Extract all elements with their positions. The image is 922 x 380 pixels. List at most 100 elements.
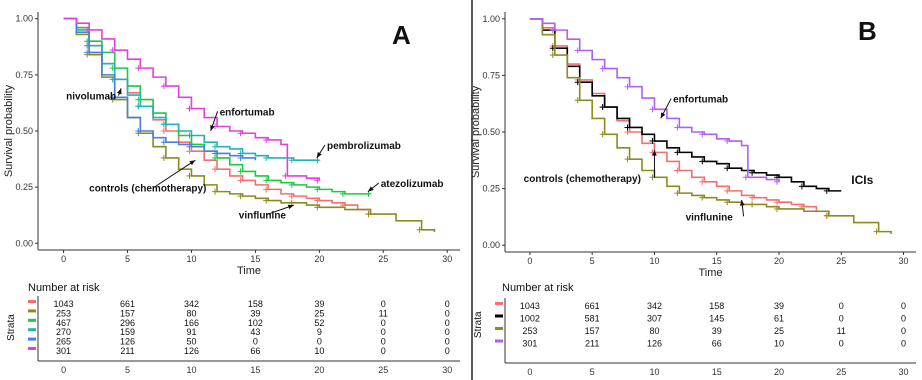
panel-b-risk-cell: 253 — [522, 326, 537, 336]
panel-a-risk-cell: 0 — [445, 337, 450, 347]
panel-b-series-3-censor-mark — [742, 174, 749, 181]
panel-b-series-0-censor-mark — [774, 199, 780, 206]
panel-b-series-2-curve — [529, 17, 892, 234]
panel-b-annotation-arrowhead — [660, 112, 666, 119]
panel-a-y-tick-label: 1.00 — [15, 14, 33, 24]
panel-b-risk-cell: 301 — [522, 339, 537, 349]
panel-b-series-3-censor-mark — [724, 138, 731, 145]
panel-b-x-tick-label: 30 — [899, 256, 909, 266]
panel-a-risk-cell: 126 — [120, 337, 135, 347]
panel-a-series-0-censor-mark — [288, 193, 295, 200]
panel-a-annotation-arrowhead — [367, 186, 374, 192]
panel-b-x-axis-title: Time — [698, 267, 722, 279]
panel-b-annotation-label: vinflunine — [686, 212, 734, 223]
panel-b-series-2-censor-mark — [724, 199, 731, 206]
panel-b-risk-cell: 581 — [585, 314, 600, 324]
panel-a-series-1-censor-mark — [160, 154, 167, 161]
panel-a-risk-x-tick-label: 0 — [61, 365, 66, 375]
panel-a-x-tick-label: 15 — [250, 254, 260, 264]
panel-a-risk-cell: 0 — [381, 346, 386, 356]
panel-a-series-3-censor-mark — [212, 143, 219, 150]
panel-b-risk-cell: 211 — [585, 339, 599, 349]
panel-a-risk-cell: 265 — [56, 337, 71, 347]
panel-b-risk-cell: 0 — [901, 314, 906, 324]
panel-a-series-5-censor-mark — [186, 105, 193, 112]
panel-a-risk-cell: 50 — [186, 337, 196, 347]
panel-b-risk-cell: 157 — [585, 326, 600, 336]
panel-a-series-2-censor-mark — [263, 177, 270, 184]
panel-a-risk-cell: 11 — [379, 308, 388, 318]
panel-a-x-tick-label: 20 — [314, 254, 324, 264]
panel-a-series-5-censor-mark — [263, 136, 270, 143]
panel-b-y-tick-label: 0.50 — [482, 127, 500, 137]
panel-a-annotation-label: controls (chemotherapy) — [89, 184, 206, 195]
panel-b-annotation-label: controls (chemotherapy) — [524, 174, 641, 185]
panel-b-risk-row-swatch — [495, 302, 503, 305]
panel-a-x-axis-title: Time — [237, 265, 261, 277]
panel-a-series-1-censor-mark — [186, 172, 193, 179]
panel-a-series-3-censor-mark — [288, 157, 295, 164]
panel-b-series-2-censor-mark — [599, 131, 606, 138]
panel-a-series-1-censor-mark — [263, 197, 270, 204]
panel-a-annotation-arrowhead — [117, 88, 122, 95]
panel-a-risk-cell: 0 — [253, 337, 258, 347]
panel-a-series-3-censor-mark — [160, 121, 167, 128]
panel-b-risk-row-swatch — [495, 327, 503, 330]
panel-a-risk-cell: 0 — [445, 299, 450, 309]
panel-b-y-tick-label: 0.00 — [482, 240, 500, 250]
panel-a-x-tick-label: 5 — [125, 254, 130, 264]
panel-a-risk-cell: 211 — [120, 346, 134, 356]
panel-a-letter: A — [392, 20, 411, 50]
panel-a-risk-cell: 467 — [56, 318, 71, 328]
panel-a-annotation-label: atezolizumab — [381, 179, 444, 190]
panel-b-series-2-censor-mark — [699, 194, 706, 201]
panel-a-risk-cell: 43 — [250, 327, 260, 337]
panel-b-risk-cell: 307 — [647, 314, 662, 324]
panel-b-risk-x-tick-label: 20 — [774, 367, 784, 377]
panel-b-risk-cell: 0 — [901, 326, 906, 336]
panel-a-risk-cell: 166 — [184, 318, 199, 328]
panel-b-y-tick-label: 0.75 — [482, 70, 500, 80]
panel-a-annotation-arrowhead — [189, 160, 196, 166]
panel-b-risk-x-tick-label: 15 — [712, 367, 722, 377]
panel-b-risk-x-tick-label: 0 — [527, 367, 532, 377]
panel-a-risk-x-tick-label: 20 — [314, 365, 324, 375]
panel-a-risk-cell: 0 — [317, 337, 322, 347]
panel-b-series-1-censor-mark — [599, 104, 606, 111]
panel-a-strata-label: Strata — [6, 314, 17, 341]
panel-a-risk-cell: 159 — [120, 327, 135, 337]
panel-a-risk-x-tick-label: 5 — [125, 365, 130, 375]
panel-b-series-3-censor-mark — [574, 47, 581, 54]
panel-a-series-5-censor-mark — [314, 177, 321, 184]
panel-b-series-3-censor-mark — [624, 83, 631, 90]
panel-a-x-tick-label: 0 — [61, 254, 66, 264]
panel-a-risk-cell: 296 — [120, 318, 135, 328]
panel-b-series-2-censor-mark — [873, 228, 880, 235]
panel-a-risk-x-tick-label: 10 — [186, 365, 196, 375]
panel-b-x-tick-label: 15 — [712, 256, 722, 266]
panel-a-risk-cell: 126 — [184, 346, 199, 356]
panel-a-series-1-censor-mark — [237, 193, 244, 200]
panel-a-risk-row-swatch — [28, 347, 36, 350]
panel-b-y-tick-label: 0.25 — [482, 184, 500, 194]
panel-a-series-1-censor-mark — [288, 199, 295, 206]
panel-b-series-0-censor-mark — [674, 167, 681, 174]
panel-b-risk-cell: 11 — [837, 326, 846, 336]
panel-a-series-4-curve — [63, 17, 257, 161]
panel-b-x-tick-label: 25 — [836, 256, 846, 266]
panel-a-series-5-censor-mark — [237, 130, 244, 137]
panel-b-risk-cell: 126 — [647, 339, 662, 349]
panel-a-risk-cell: 25 — [314, 308, 324, 318]
panel-b-risk-cell: 61 — [774, 314, 784, 324]
panel-a-y-tick-label: 0.25 — [15, 182, 33, 192]
panel-b-risk-cell: 10 — [774, 339, 784, 349]
panel-b-risk-cell: 145 — [709, 314, 724, 324]
panel-a-series-5-censor-mark — [282, 172, 289, 179]
panel-a-risk-cell: 0 — [381, 337, 386, 347]
panel-a-annotation-label: nivolumab — [66, 92, 116, 103]
panel-b-risk-cell: 0 — [839, 339, 844, 349]
panel-a-annotation-arrowhead — [210, 125, 215, 131]
panel-b-risk-cell: 39 — [774, 301, 784, 311]
panel-a-series-5-censor-mark — [135, 65, 142, 72]
panel-a-risk-cell: 0 — [381, 318, 386, 328]
